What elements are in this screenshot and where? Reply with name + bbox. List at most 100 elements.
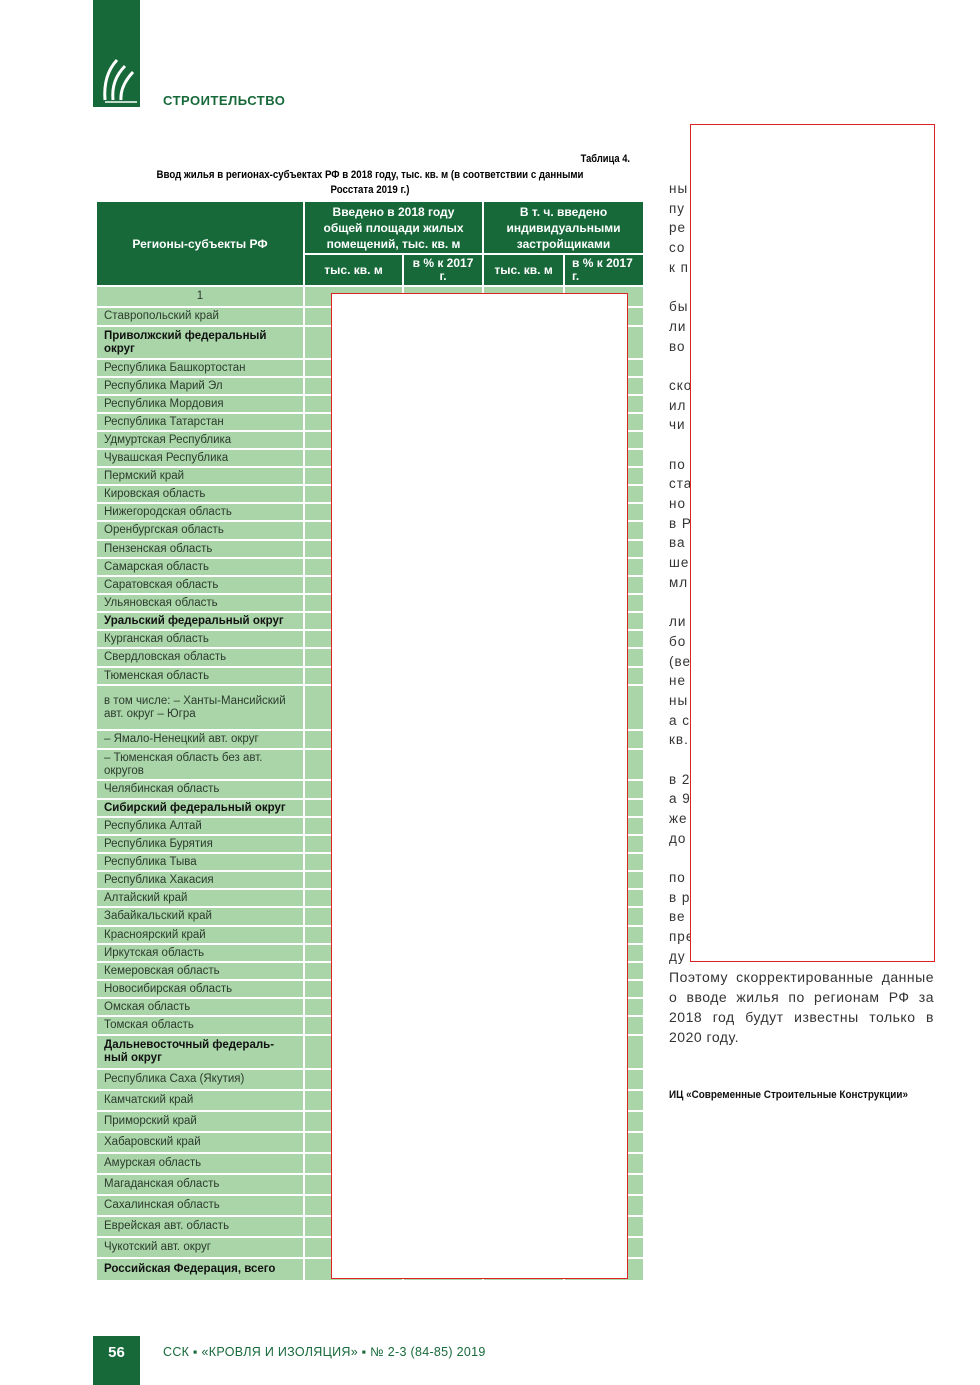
region-name: Амурская область (95, 1152, 305, 1175)
region-name: Приволжский федеральный округ (95, 325, 305, 360)
region-name: Республика Бурятия (95, 834, 305, 854)
journal-footer: ССК ▪ «КРОВЛЯ И ИЗОЛЯЦИЯ» ▪ № 2-3 (84-85… (163, 1345, 486, 1359)
region-name: Приморский край (95, 1110, 305, 1133)
text-fragment: бы (669, 299, 689, 315)
sub-percent: в % к 2017 г. (563, 253, 646, 287)
text-fragment: чи (669, 417, 686, 433)
region-name: Сахалинская область (95, 1194, 305, 1217)
text-fragment: ско (669, 377, 693, 393)
region-name: Алтайский край (95, 888, 305, 908)
region-name: – Тюменская область без авт. округов (95, 748, 305, 781)
region-name: Республика Татарстан (95, 412, 305, 432)
col-total: Введено в 2018 году общей площади жилых … (302, 200, 485, 255)
text-fragment: в Р (669, 515, 692, 531)
text-fragment: по (669, 456, 686, 472)
region-name: Республика Марий Эл (95, 376, 305, 396)
region-name: Республика Тыва (95, 852, 305, 872)
region-name: Дальневосточный федераль-ный округ (95, 1034, 305, 1070)
col-individual: В т. ч. введено индивидуальными застройщ… (482, 200, 646, 255)
redaction-box (690, 124, 935, 962)
text-fragment: ны (669, 181, 689, 196)
col-region: Регионы-субъекты РФ (95, 200, 305, 287)
text-fragment: не (669, 673, 686, 689)
text-fragment: а 9 (669, 791, 691, 807)
region-name: Оренбургская область (95, 520, 305, 541)
region-name: Республика Мордовия (95, 394, 305, 414)
text-fragment: ду (669, 948, 686, 964)
text-fragment: ли (669, 614, 687, 630)
region-name: Забайкальский край (95, 906, 305, 927)
region-name: Томская область (95, 1015, 305, 1036)
region-name: Свердловская область (95, 647, 305, 668)
text-fragment: ли (669, 318, 687, 334)
redaction-box (331, 293, 628, 1279)
region-name: Омская область (95, 997, 305, 1017)
table-title: Ввод жилья в регионах-субъектах РФ в 201… (156, 169, 584, 196)
table-number: Таблица 4. (580, 153, 630, 165)
region-name: Удмуртская Республика (95, 430, 305, 450)
region-name: Тюменская область (95, 666, 305, 686)
text-fragment: ше (669, 555, 690, 571)
region-name: Хабаровский край (95, 1131, 305, 1154)
text-fragment: бо (669, 633, 687, 649)
region-name: Камчатский край (95, 1089, 305, 1112)
region-name: в том числе: – Ханты-Мансийский авт. окр… (95, 684, 305, 731)
text-fragment: ны (669, 692, 689, 708)
text-fragment: ве (669, 909, 686, 925)
region-name: Республика Саха (Якутия) (95, 1068, 305, 1091)
region-name: Чувашская Республика (95, 448, 305, 468)
region-name: Еврейская авт. область (95, 1215, 305, 1238)
text-fragment: в р (669, 889, 691, 905)
region-name: Новосибирская область (95, 979, 305, 999)
region-name: Ставропольский край (95, 306, 305, 327)
text-fragment: по (669, 870, 686, 886)
sub-thousand: тыс. кв. м (482, 253, 566, 287)
index-cell: 1 (95, 285, 305, 308)
region-name: Республика Хакасия (95, 870, 305, 890)
text-fragment: ва (669, 535, 686, 551)
text-fragment: со (669, 240, 686, 256)
region-name: Пермский край (95, 466, 305, 486)
region-name: Республика Алтай (95, 816, 305, 836)
region-name: Ульяновская область (95, 593, 305, 613)
region-name: Чукотский авт. округ (95, 1236, 305, 1259)
text-fragment: пре (669, 929, 695, 945)
region-name: Российская Федерация, всего (95, 1257, 305, 1282)
region-name: Уральский федеральный округ (95, 611, 305, 631)
region-name: Кемеровская область (95, 961, 305, 981)
region-name: Пензенская область (95, 539, 305, 559)
region-name: Самарская область (95, 557, 305, 577)
region-name: Иркутская область (95, 943, 305, 963)
text-fragment: ре (669, 220, 687, 236)
text-fragment: к п (669, 259, 689, 275)
text-fragment: но (669, 496, 686, 511)
text-fragment: ста (669, 476, 693, 492)
text-fragment: в 2 (669, 771, 691, 787)
text-fragment: до (669, 830, 687, 846)
region-name: Саратовская область (95, 575, 305, 595)
region-name: Курганская область (95, 629, 305, 649)
text-fragment: ил (669, 397, 687, 413)
logo (93, 0, 140, 107)
text-fragment: же (669, 811, 688, 826)
region-name: Сибирский федеральный округ (95, 798, 305, 818)
sub-percent: в % к 2017 г. (401, 253, 485, 287)
region-name: Нижегородская область (95, 502, 305, 522)
truncated-text: ны пу ре со к п бы ли во ско ил чи по ста но в Р ва ше мл… (669, 179, 694, 967)
text-fragment: кв. (669, 732, 689, 748)
region-name: – Ямало-Ненецкий авт. округ (95, 729, 305, 750)
text-fragment: (ве (669, 653, 692, 669)
text-fragment: а с (669, 712, 691, 728)
body-paragraph: Поэтому скорректированные данные о вводе… (669, 969, 934, 1045)
region-name: Магаданская область (95, 1173, 305, 1196)
region-name: Красноярский край (95, 925, 305, 945)
region-name: Кировская область (95, 484, 305, 504)
text-fragment: пу (669, 200, 686, 216)
region-name: Челябинская область (95, 779, 305, 800)
ssk-logo-icon (103, 58, 137, 103)
text-fragment: мл (669, 574, 689, 590)
text-fragment: во (669, 338, 686, 354)
signature: ИЦ «Современные Строительные Конструкции… (669, 1089, 908, 1101)
sub-thousand: тыс. кв. м (303, 253, 404, 287)
page-number: 56 (93, 1336, 140, 1385)
